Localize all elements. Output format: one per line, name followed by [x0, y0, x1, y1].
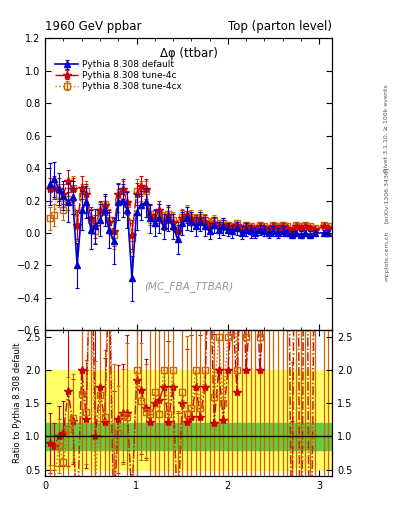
Y-axis label: Ratio to Pythia 8.308 default: Ratio to Pythia 8.308 default [13, 343, 22, 463]
Text: 1960 GeV ppbar: 1960 GeV ppbar [45, 20, 142, 33]
Text: (MC_FBA_TTBAR): (MC_FBA_TTBAR) [144, 282, 233, 292]
Legend: Pythia 8.308 default, Pythia 8.308 tune-4c, Pythia 8.308 tune-4cx: Pythia 8.308 default, Pythia 8.308 tune-… [53, 57, 185, 94]
Text: Rivet 3.1.10, ≥ 100k events: Rivet 3.1.10, ≥ 100k events [384, 84, 389, 172]
Text: Top (parton level): Top (parton level) [228, 20, 332, 33]
Text: mcplots.cern.ch: mcplots.cern.ch [384, 231, 389, 281]
Text: Δφ (ttbar): Δφ (ttbar) [160, 47, 218, 60]
Text: [arXiv:1306.3436]: [arXiv:1306.3436] [384, 166, 389, 223]
